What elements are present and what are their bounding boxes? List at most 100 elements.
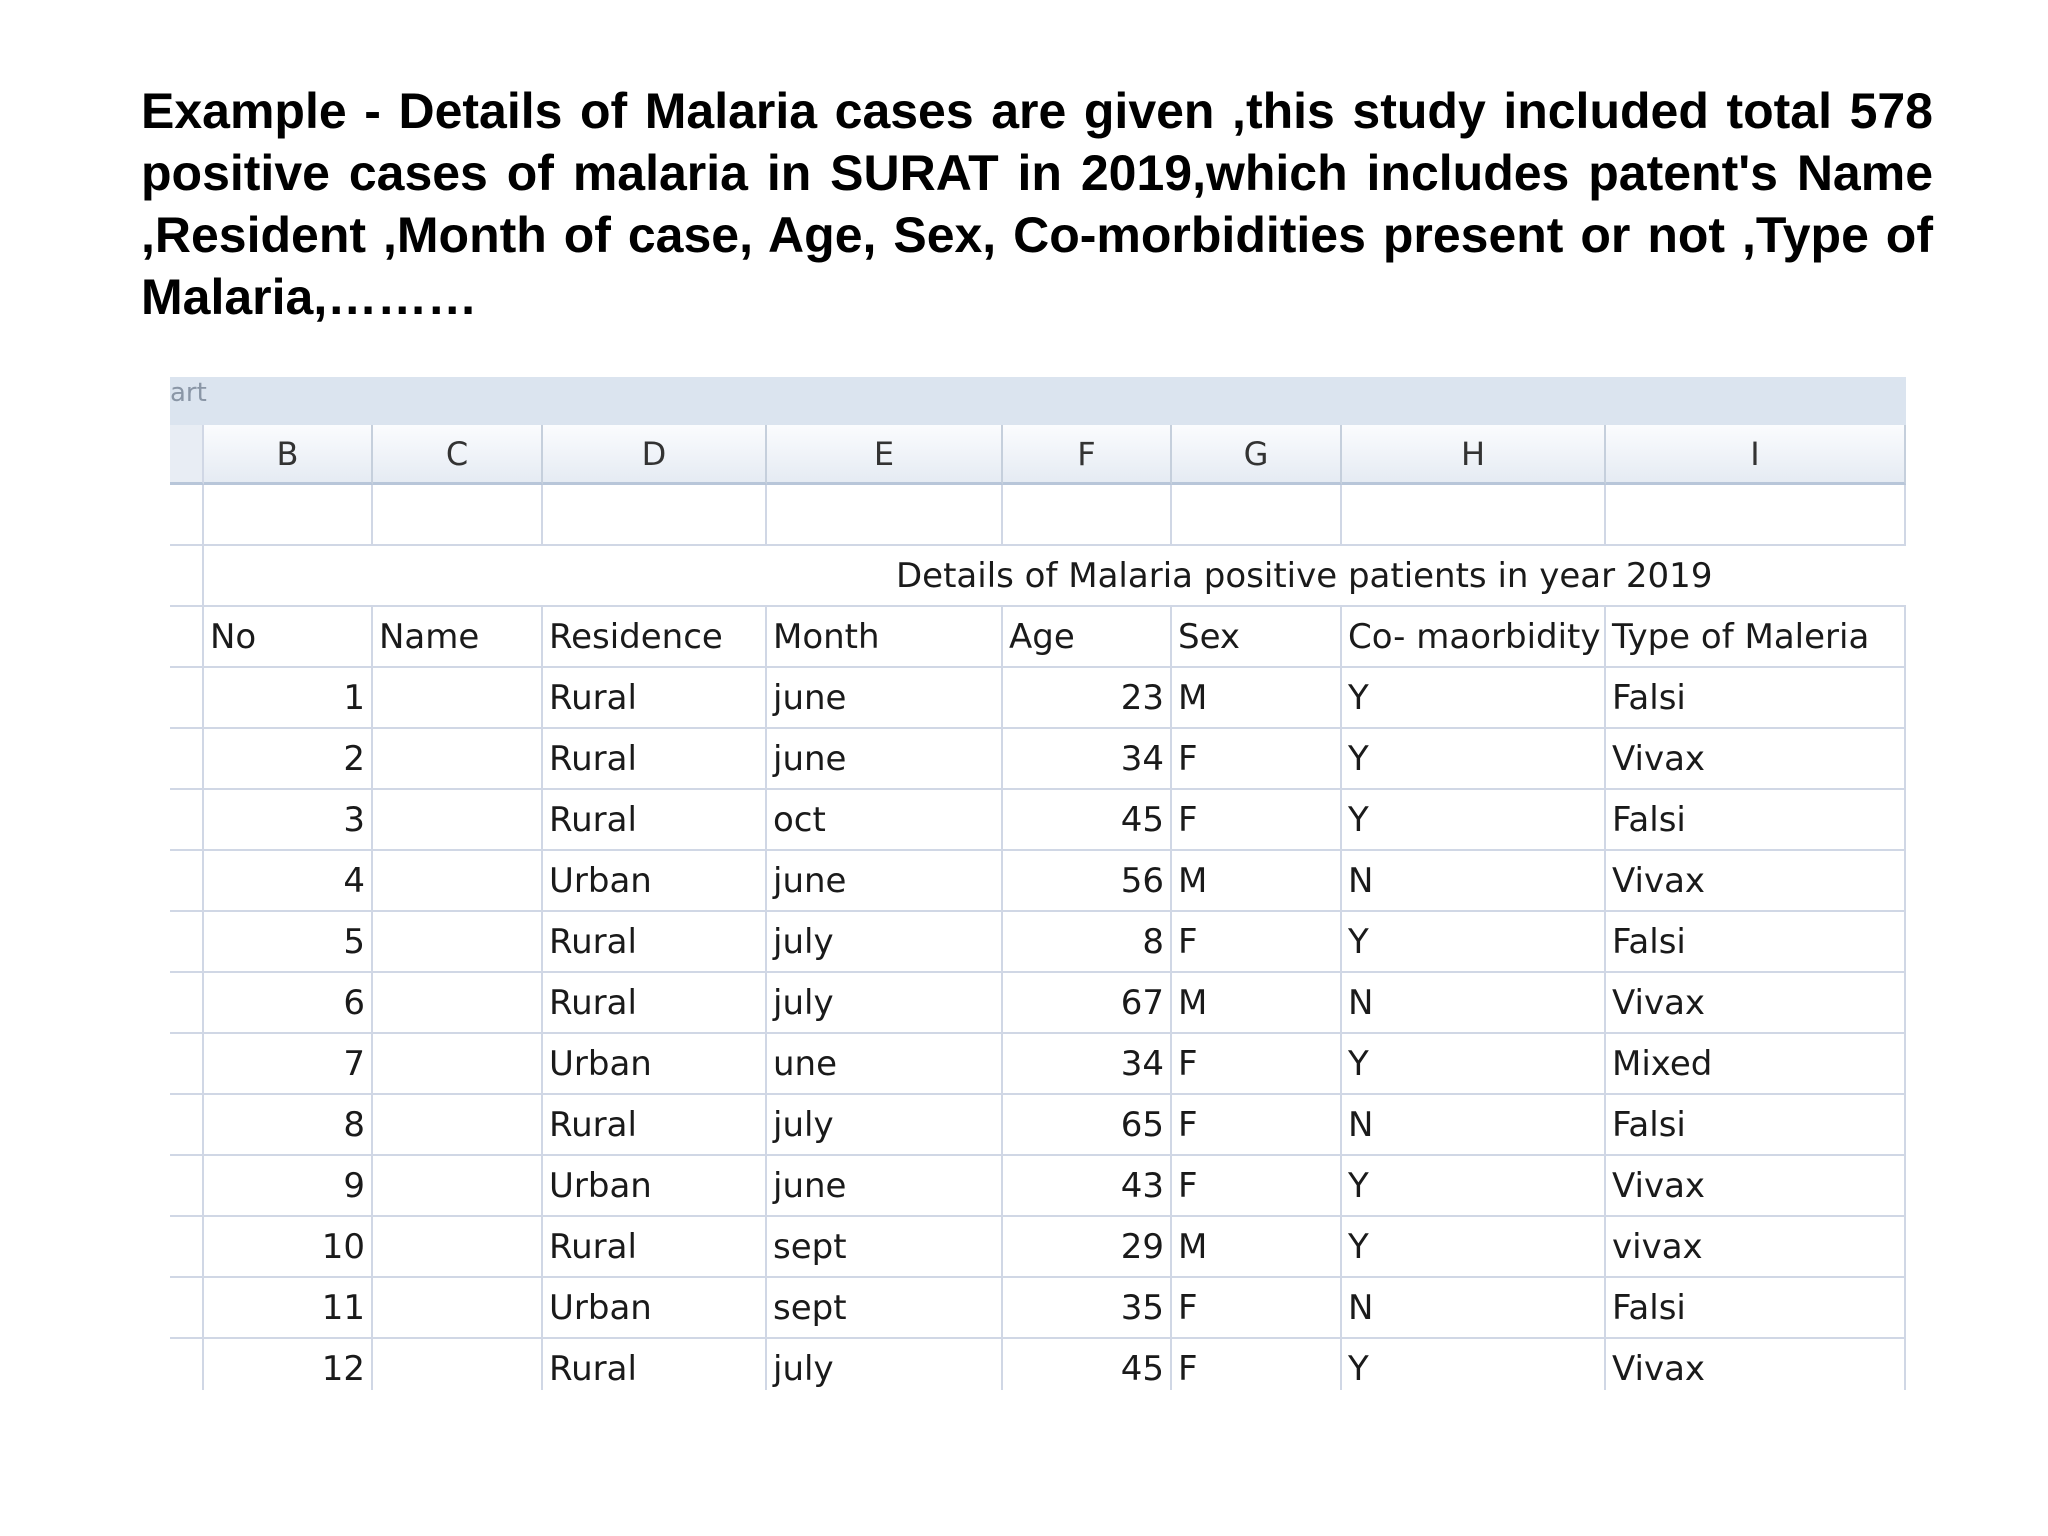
empty-cell[interactable] [1172, 485, 1342, 546]
table-cell[interactable] [373, 668, 543, 729]
column-header-h[interactable]: H [1342, 425, 1606, 485]
table-cell[interactable]: sept [767, 1278, 1003, 1339]
table-cell[interactable]: Y [1342, 1034, 1606, 1095]
table-cell[interactable]: june [767, 851, 1003, 912]
column-header-i[interactable]: I [1606, 425, 1906, 485]
column-header-e[interactable]: E [767, 425, 1003, 485]
table-cell[interactable]: 23 [1003, 668, 1172, 729]
table-cell[interactable]: N [1342, 851, 1606, 912]
table-cell[interactable]: Urban [543, 1156, 767, 1217]
table-cell[interactable]: M [1172, 851, 1342, 912]
table-cell[interactable] [373, 1095, 543, 1156]
table-cell[interactable]: Vivax [1606, 1339, 1906, 1390]
table-cell[interactable]: 10 [204, 1217, 373, 1278]
empty-cell[interactable] [543, 485, 767, 546]
header-cell-age[interactable]: Age [1003, 607, 1172, 668]
table-cell[interactable]: Rural [543, 1095, 767, 1156]
table-cell[interactable]: june [767, 668, 1003, 729]
table-cell[interactable]: 56 [1003, 851, 1172, 912]
header-cell-residence[interactable]: Residence [543, 607, 767, 668]
table-cell[interactable] [373, 790, 543, 851]
table-cell[interactable]: Falsi [1606, 912, 1906, 973]
empty-cell[interactable] [1606, 485, 1906, 546]
empty-cell[interactable] [204, 485, 373, 546]
table-cell[interactable]: Rural [543, 973, 767, 1034]
select-all-corner[interactable] [170, 425, 204, 485]
table-cell[interactable]: 6 [204, 973, 373, 1034]
table-cell[interactable]: F [1172, 1278, 1342, 1339]
table-cell[interactable]: F [1172, 1156, 1342, 1217]
table-cell[interactable]: Falsi [1606, 1278, 1906, 1339]
empty-cell[interactable] [1003, 485, 1172, 546]
table-cell[interactable]: july [767, 1095, 1003, 1156]
table-cell[interactable]: 1 [204, 668, 373, 729]
table-cell[interactable]: 8 [1003, 912, 1172, 973]
table-cell[interactable]: 29 [1003, 1217, 1172, 1278]
column-header-d[interactable]: D [543, 425, 767, 485]
table-cell[interactable]: july [767, 912, 1003, 973]
table-cell[interactable]: Y [1342, 1156, 1606, 1217]
table-cell[interactable]: M [1172, 973, 1342, 1034]
table-cell[interactable]: 8 [204, 1095, 373, 1156]
table-cell[interactable]: Y [1342, 668, 1606, 729]
table-cell[interactable]: 11 [204, 1278, 373, 1339]
header-cell-no[interactable]: No [204, 607, 373, 668]
table-cell[interactable]: Urban [543, 1034, 767, 1095]
table-cell[interactable] [373, 1034, 543, 1095]
table-cell[interactable] [373, 973, 543, 1034]
table-cell[interactable]: M [1172, 668, 1342, 729]
table-cell[interactable]: Rural [543, 790, 767, 851]
table-cell[interactable]: 7 [204, 1034, 373, 1095]
table-cell[interactable] [373, 1278, 543, 1339]
header-cell-sex[interactable]: Sex [1172, 607, 1342, 668]
table-cell[interactable]: july [767, 973, 1003, 1034]
table-cell[interactable]: 67 [1003, 973, 1172, 1034]
table-cell[interactable] [373, 1339, 543, 1390]
table-cell[interactable]: 43 [1003, 1156, 1172, 1217]
empty-cell[interactable] [1342, 485, 1606, 546]
header-cell-name[interactable]: Name [373, 607, 543, 668]
table-cell[interactable]: Urban [543, 851, 767, 912]
header-cell-type-of-maleria[interactable]: Type of Maleria [1606, 607, 1906, 668]
column-header-b[interactable]: B [204, 425, 373, 485]
column-header-c[interactable]: C [373, 425, 543, 485]
table-cell[interactable]: Falsi [1606, 790, 1906, 851]
table-cell[interactable]: Rural [543, 1217, 767, 1278]
table-cell[interactable] [373, 1217, 543, 1278]
empty-cell[interactable] [373, 485, 543, 546]
table-cell[interactable]: 4 [204, 851, 373, 912]
table-cell[interactable]: 34 [1003, 729, 1172, 790]
table-cell[interactable]: Urban [543, 1278, 767, 1339]
table-cell[interactable]: sept [767, 1217, 1003, 1278]
table-cell[interactable]: 35 [1003, 1278, 1172, 1339]
table-cell[interactable]: Rural [543, 668, 767, 729]
table-cell[interactable]: Y [1342, 729, 1606, 790]
empty-cell[interactable] [767, 485, 1003, 546]
table-cell[interactable]: Falsi [1606, 668, 1906, 729]
table-cell[interactable]: N [1342, 1095, 1606, 1156]
table-cell[interactable]: Vivax [1606, 729, 1906, 790]
table-cell[interactable]: M [1172, 1217, 1342, 1278]
table-cell[interactable]: Vivax [1606, 973, 1906, 1034]
table-cell[interactable]: july [767, 1339, 1003, 1390]
table-cell[interactable]: Vivax [1606, 851, 1906, 912]
table-cell[interactable]: 65 [1003, 1095, 1172, 1156]
table-cell[interactable]: Rural [543, 912, 767, 973]
table-cell[interactable] [373, 1156, 543, 1217]
table-cell[interactable]: 34 [1003, 1034, 1172, 1095]
table-cell[interactable]: Y [1342, 1339, 1606, 1390]
table-cell[interactable]: 45 [1003, 1339, 1172, 1390]
table-cell[interactable]: 45 [1003, 790, 1172, 851]
table-cell[interactable]: Y [1342, 790, 1606, 851]
table-cell[interactable]: Y [1342, 1217, 1606, 1278]
header-cell-month[interactable]: Month [767, 607, 1003, 668]
table-cell[interactable]: une [767, 1034, 1003, 1095]
table-title[interactable]: Details of Malaria positive patients in … [204, 546, 1906, 607]
table-cell[interactable]: 9 [204, 1156, 373, 1217]
table-cell[interactable]: F [1172, 1095, 1342, 1156]
table-cell[interactable]: F [1172, 1034, 1342, 1095]
table-cell[interactable]: N [1342, 973, 1606, 1034]
table-cell[interactable]: F [1172, 790, 1342, 851]
table-cell[interactable]: 5 [204, 912, 373, 973]
table-cell[interactable]: Falsi [1606, 1095, 1906, 1156]
